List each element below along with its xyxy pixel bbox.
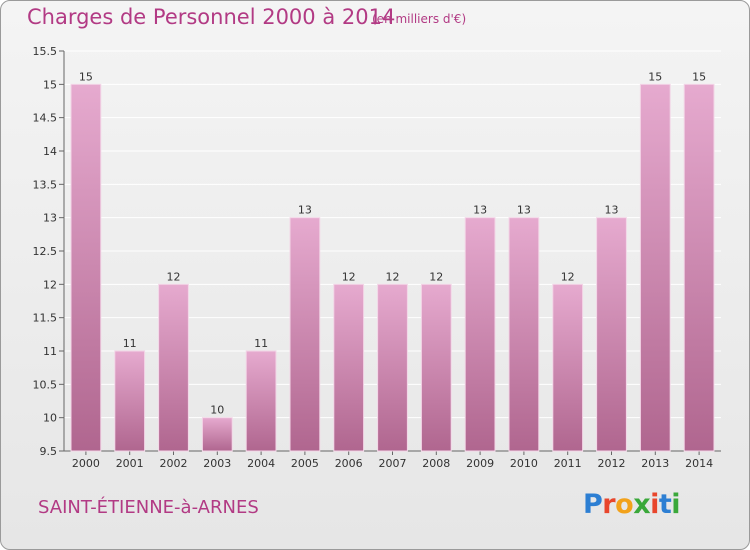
bars bbox=[70, 83, 715, 452]
logo-letter: i bbox=[671, 489, 681, 520]
logo-letter: o bbox=[615, 489, 634, 520]
x-tick-label: 2001 bbox=[116, 457, 144, 470]
bar bbox=[245, 350, 277, 452]
data-label: 15 bbox=[648, 70, 662, 83]
x-tick-label: 2009 bbox=[466, 457, 494, 470]
y-tick-label: 13 bbox=[43, 212, 57, 225]
bar bbox=[420, 283, 452, 452]
bar bbox=[114, 350, 146, 452]
data-label: 13 bbox=[298, 204, 312, 217]
bar bbox=[464, 217, 496, 452]
y-tick-label: 15.5 bbox=[33, 45, 58, 58]
x-tick-label: 2002 bbox=[160, 457, 188, 470]
y-tick-label: 10.5 bbox=[33, 378, 58, 391]
x-tick-label: 2000 bbox=[72, 457, 100, 470]
bar bbox=[158, 283, 189, 452]
logo-letter: P bbox=[583, 489, 603, 520]
logo-letter: x bbox=[633, 489, 651, 520]
bar bbox=[333, 283, 365, 452]
y-tick-label: 12 bbox=[43, 278, 57, 291]
bar bbox=[552, 283, 584, 452]
data-label: 12 bbox=[429, 270, 443, 283]
bar bbox=[289, 217, 321, 452]
x-tick-label: 2005 bbox=[291, 457, 319, 470]
bar bbox=[201, 417, 233, 452]
bar bbox=[508, 217, 540, 452]
data-label: 10 bbox=[210, 404, 224, 417]
logo-letter: r bbox=[602, 489, 616, 520]
data-label: 12 bbox=[167, 270, 181, 283]
data-label: 12 bbox=[342, 270, 356, 283]
x-tick-label: 2014 bbox=[685, 457, 713, 470]
logo-letter: i bbox=[650, 489, 659, 520]
y-tick-label: 9.5 bbox=[40, 445, 58, 458]
data-label: 13 bbox=[605, 204, 619, 217]
y-tick-label: 11 bbox=[43, 345, 57, 358]
data-label: 13 bbox=[517, 204, 531, 217]
y-tick-label: 14.5 bbox=[33, 112, 58, 125]
x-tick-label: 2013 bbox=[641, 457, 669, 470]
bar bbox=[377, 283, 408, 452]
y-tick-label: 10 bbox=[43, 412, 57, 425]
x-tick-label: 2011 bbox=[554, 457, 582, 470]
y-tick-label: 12.5 bbox=[33, 245, 58, 258]
data-label: 12 bbox=[386, 270, 400, 283]
chart-title: Charges de Personnel 2000 à 2014 bbox=[27, 5, 396, 29]
logo-letter: t bbox=[658, 489, 672, 520]
y-tick-label: 13.5 bbox=[33, 178, 58, 191]
x-tick-label: 2010 bbox=[510, 457, 538, 470]
chart-subtitle: (en milliers d'€) bbox=[372, 12, 467, 26]
x-tick-label: 2003 bbox=[203, 457, 231, 470]
data-label: 12 bbox=[561, 270, 575, 283]
data-label: 11 bbox=[254, 337, 268, 350]
bar bbox=[639, 83, 671, 452]
y-tick-label: 15 bbox=[43, 78, 57, 91]
labels: 9.5 10 10.5 11 11.5 12 12.5 13 13.5 14 14.5 15 15.5 1… bbox=[33, 45, 714, 470]
town-name: SAINT-ÉTIENNE-à-ARNES bbox=[38, 497, 259, 518]
x-tick-label: 2012 bbox=[598, 457, 626, 470]
x-tick-label: 2008 bbox=[422, 457, 450, 470]
data-label: 15 bbox=[692, 70, 706, 83]
x-tick-label: 2006 bbox=[335, 457, 363, 470]
bar bbox=[683, 83, 715, 452]
data-label: 15 bbox=[79, 70, 93, 83]
x-tick-label: 2004 bbox=[247, 457, 275, 470]
bar bbox=[596, 217, 627, 452]
data-label: 13 bbox=[473, 204, 487, 217]
x-tick-label: 2007 bbox=[379, 457, 407, 470]
proxiti-logo: Proxiti bbox=[583, 489, 681, 520]
bar bbox=[70, 83, 102, 452]
y-tick-label: 14 bbox=[43, 145, 57, 158]
data-label: 11 bbox=[123, 337, 137, 350]
y-tick-label: 11.5 bbox=[33, 312, 58, 325]
